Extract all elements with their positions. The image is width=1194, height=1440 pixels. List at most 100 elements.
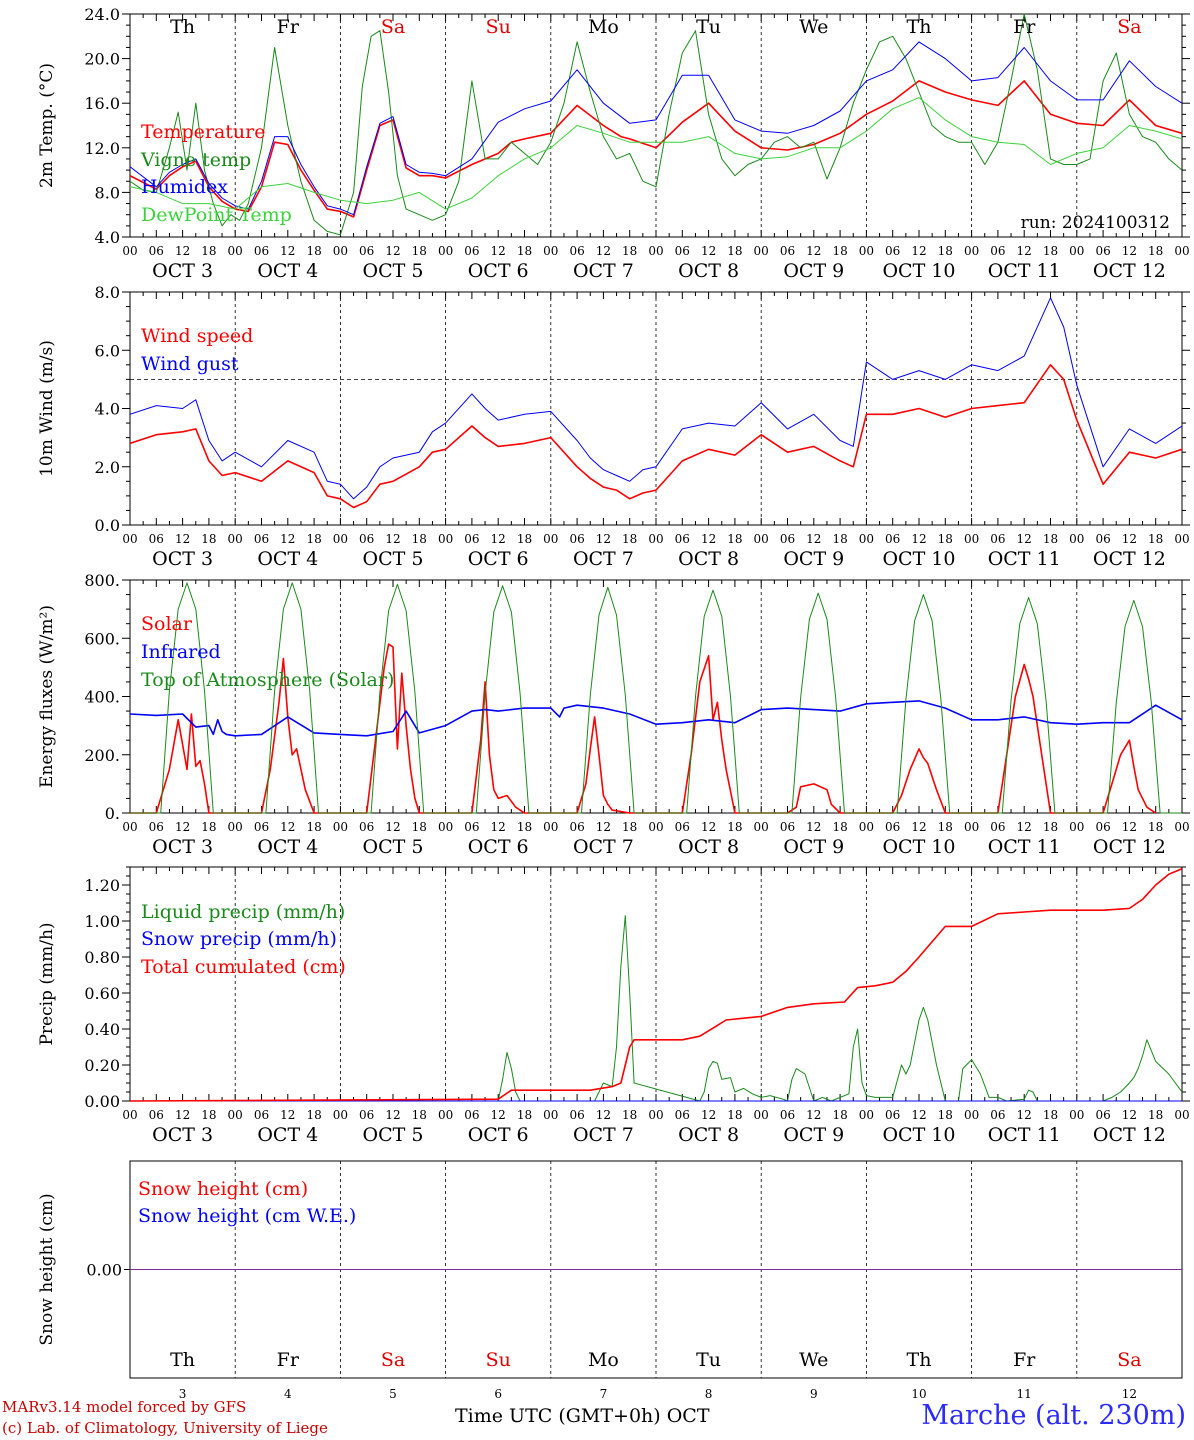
date-label: OCT 12 [1093,260,1166,282]
date-label: OCT 3 [152,836,213,858]
hour-tick-label: 12 [280,244,295,258]
legend-entry: Humidex [141,176,228,198]
hour-tick-label: 06 [569,1108,584,1122]
hour-tick-label: 00 [648,1108,663,1122]
y-axis-label: 2m Temp. (°C) [37,63,57,188]
day-name-label: Th [170,16,195,38]
hour-tick-label: 06 [1095,532,1110,546]
y-tick-label: 6.0 [95,341,120,360]
date-label: OCT 6 [468,836,529,858]
day-name-label: Fr [1013,16,1036,38]
y-tick-label: 800. [84,571,120,590]
hour-tick-label: 06 [464,820,479,834]
hour-tick-label: 06 [569,244,584,258]
hour-tick-label: 00 [648,244,663,258]
hour-tick-label: 12 [491,532,506,546]
hour-tick-label: 00 [754,820,769,834]
hour-tick-label: 06 [990,532,1005,546]
hour-tick-label: 18 [832,244,847,258]
date-label: OCT 11 [988,260,1061,282]
series-line [130,700,1182,737]
date-label: OCT 8 [678,1124,739,1146]
date-label: OCT 8 [678,260,739,282]
y-tick-label: 400. [84,688,120,707]
date-label: OCT 5 [363,836,424,858]
day-number-label: 10 [911,1387,926,1401]
hour-tick-label: 18 [832,532,847,546]
series-line [130,41,1182,216]
date-label: OCT 8 [678,548,739,570]
hour-tick-label: 18 [201,1108,216,1122]
hour-tick-label: 18 [1148,820,1163,834]
hour-tick-label: 12 [701,1108,716,1122]
hour-tick-label: 06 [149,244,164,258]
day-name-label: Tu [696,1349,721,1371]
hour-tick-label: 18 [1148,244,1163,258]
legend-entry: Total cumulated (cm) [141,956,346,978]
hour-tick-label: 12 [701,820,716,834]
y-tick-label: 0. [105,804,120,823]
y-tick-label: 600. [84,629,120,648]
date-label: OCT 12 [1093,548,1166,570]
legend-entry: Top of Atmosphere (Solar) [141,669,394,691]
hour-tick-label: 06 [675,820,690,834]
series-line [130,97,1182,210]
date-label: OCT 4 [257,260,318,282]
day-name-label: Sa [381,1349,405,1371]
hour-tick-label: 12 [491,820,506,834]
hour-tick-label: 18 [1043,820,1058,834]
y-tick-label: 0.00 [86,1261,122,1280]
hour-tick-label: 18 [306,820,321,834]
y-tick-label: 24.0 [84,5,120,24]
day-name-label: Fr [277,16,300,38]
hour-tick-label: 00 [1069,820,1084,834]
hour-tick-label: 00 [228,244,243,258]
hour-tick-label: 00 [228,820,243,834]
hour-tick-label: 00 [648,820,663,834]
legend-entry: Wind speed [141,325,253,347]
date-label: OCT 11 [988,836,1061,858]
hour-tick-label: 00 [1174,532,1189,546]
series-line [130,915,1182,1102]
series-line [130,80,1182,218]
hour-tick-label: 12 [385,820,400,834]
hour-tick-label: 12 [911,820,926,834]
legend-entry: Snow height (cm) [138,1178,308,1200]
hour-tick-label: 18 [727,1108,742,1122]
hour-tick-label: 06 [149,1108,164,1122]
hour-tick-label: 18 [201,820,216,834]
date-label: OCT 5 [363,1124,424,1146]
hour-tick-label: 00 [438,244,453,258]
hour-tick-label: 18 [412,532,427,546]
hour-tick-label: 00 [754,244,769,258]
hour-tick-label: 06 [780,1108,795,1122]
series-line [130,13,1182,236]
hour-tick-label: 12 [596,532,611,546]
hour-tick-label: 12 [701,532,716,546]
time-axis-caption: Time UTC (GMT+0h) OCT [455,1405,710,1427]
day-name-label: Su [486,16,511,38]
y-tick-label: 0.80 [84,948,120,967]
date-label: OCT 10 [882,260,955,282]
hour-tick-label: 06 [675,244,690,258]
hour-tick-label: 06 [675,1108,690,1122]
y-tick-label: 0.0 [95,516,120,535]
hour-tick-label: 18 [622,532,637,546]
y-tick-label: 16.0 [84,94,120,113]
hour-tick-label: 00 [648,532,663,546]
day-name-label: Sa [381,16,405,38]
hour-tick-label: 12 [701,244,716,258]
legend-entry: Liquid precip (mm/h) [141,901,345,923]
model-credit: MARv3.14 model forced by GFS [2,1398,247,1416]
day-name-label: Sa [1117,1349,1141,1371]
date-label: OCT 9 [783,548,844,570]
hour-tick-label: 00 [859,1108,874,1122]
day-name-label: We [799,16,828,38]
hour-tick-label: 06 [990,1108,1005,1122]
hour-tick-label: 06 [885,1108,900,1122]
hour-tick-label: 18 [517,532,532,546]
hour-tick-label: 06 [1095,820,1110,834]
hour-tick-label: 12 [385,1108,400,1122]
y-tick-label: 0.40 [84,1020,120,1039]
